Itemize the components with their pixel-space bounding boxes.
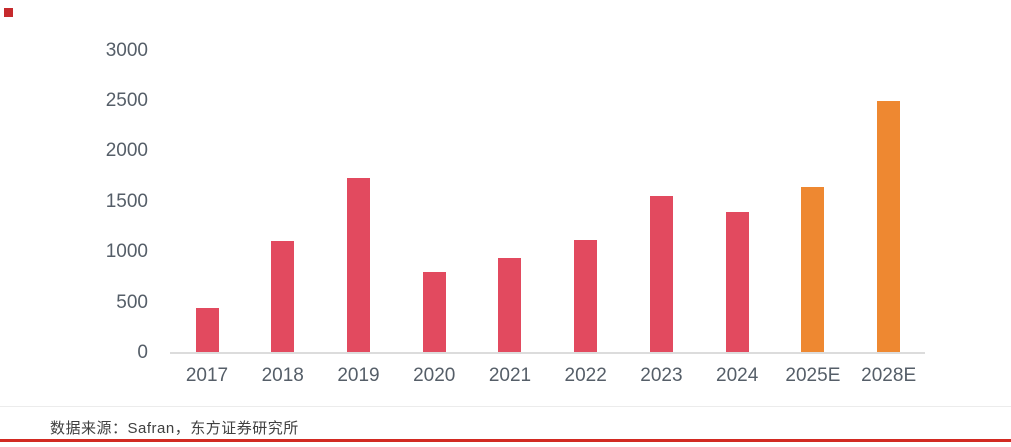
bar-2018 (271, 241, 295, 353)
bar-2021 (498, 258, 522, 353)
x-tick-label: 2024 (716, 365, 759, 386)
title-bullet-icon (4, 8, 13, 17)
data-source-label: 数据来源：Safran，东方证券研究所 (50, 420, 299, 437)
bar-2019 (346, 177, 370, 353)
footer-divider (0, 406, 1011, 407)
bar-2017 (195, 307, 219, 353)
bar-2028E (877, 100, 901, 353)
x-axis-line (170, 352, 925, 354)
x-tick-label: 2022 (564, 365, 607, 386)
y-tick-label: 0 (137, 342, 148, 363)
y-tick-label: 2500 (105, 89, 148, 111)
bar-2025E (801, 186, 825, 353)
y-tick-label: 1500 (105, 190, 148, 212)
x-tick-label: 2025E (785, 365, 841, 386)
x-tick-label: 2018 (261, 365, 304, 386)
x-tick-label: 2017 (185, 365, 229, 386)
bar-2022 (574, 240, 598, 353)
bar-2023 (649, 195, 673, 353)
bar-2024 (725, 211, 749, 353)
x-tick-label: 2023 (640, 365, 683, 386)
y-tick-label: 2000 (105, 140, 148, 162)
x-tick-label: 2021 (488, 365, 532, 386)
page-accent-rule (0, 439, 1011, 442)
bar-2020 (422, 272, 446, 353)
x-tick-label: 2028E (861, 365, 917, 386)
x-tick-label: 2019 (337, 365, 380, 386)
y-tick-label: 3000 (105, 39, 148, 61)
x-tick-label: 2020 (413, 365, 456, 386)
y-tick-label: 1000 (105, 241, 148, 263)
y-tick-label: 500 (116, 291, 148, 313)
